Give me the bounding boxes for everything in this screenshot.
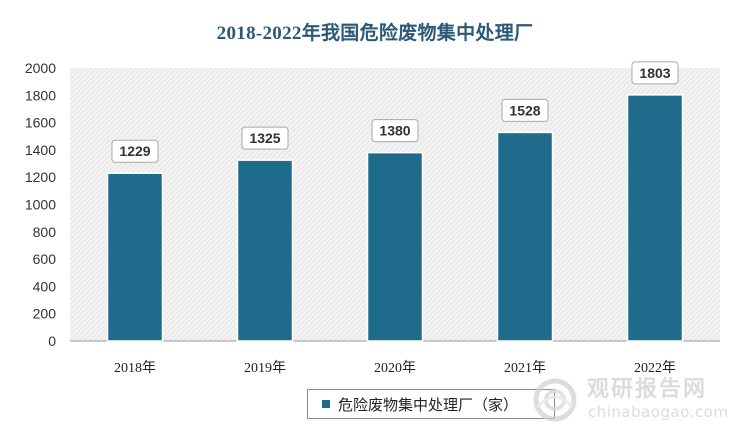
- data-label: 1803: [639, 65, 670, 81]
- y-tick-label: 1200: [25, 169, 56, 185]
- y-tick-label: 1400: [25, 142, 56, 158]
- data-label: 1229: [119, 143, 150, 159]
- x-tick-label: 2019年: [244, 360, 286, 376]
- y-tick-label: 0: [48, 333, 56, 349]
- chart-title: 2018-2022年我国危险废物集中处理厂: [216, 23, 534, 44]
- y-tick-label: 1600: [25, 115, 56, 131]
- data-label-box: [501, 98, 549, 122]
- data-label: 1528: [509, 102, 540, 118]
- y-tick-label: 800: [33, 224, 57, 240]
- legend: 危险废物集中处理厂（家）: [307, 389, 555, 419]
- x-tick-label: 2018年: [114, 360, 156, 376]
- bar: [496, 131, 554, 342]
- y-tick-label: 200: [33, 306, 57, 322]
- data-label: 1380: [379, 123, 410, 139]
- y-tick-label: 400: [33, 278, 57, 294]
- bar: [366, 151, 424, 342]
- y-axis: 0 200 400 600 800 1000 1200 1400 1600 1800 2000: [25, 60, 56, 349]
- x-tick-label: 2020年: [374, 360, 416, 376]
- x-tick-label: 2021年: [504, 360, 546, 376]
- legend-label: 危险废物集中处理厂（家）: [338, 397, 519, 414]
- y-tick-label: 1000: [25, 197, 56, 213]
- bar: [236, 159, 294, 342]
- y-tick-label: 2000: [25, 60, 56, 76]
- data-label: 1325: [249, 130, 280, 146]
- data-label-box: [241, 126, 289, 150]
- x-axis: 2018年 2019年 2020年 2021年 2022年: [70, 340, 720, 376]
- legend-swatch: [322, 400, 330, 408]
- data-label-box: [111, 139, 159, 163]
- bar: [626, 94, 684, 342]
- y-tick-label: 1800: [25, 87, 56, 103]
- data-label-box: [631, 61, 679, 85]
- y-tick-label: 600: [33, 251, 57, 267]
- data-label-box: [371, 119, 419, 143]
- data-labels: 1229 1325 1380 1528 1803: [111, 61, 679, 163]
- x-tick-label: 2022年: [634, 360, 676, 376]
- bar: [106, 172, 164, 342]
- bar-series: [106, 94, 684, 342]
